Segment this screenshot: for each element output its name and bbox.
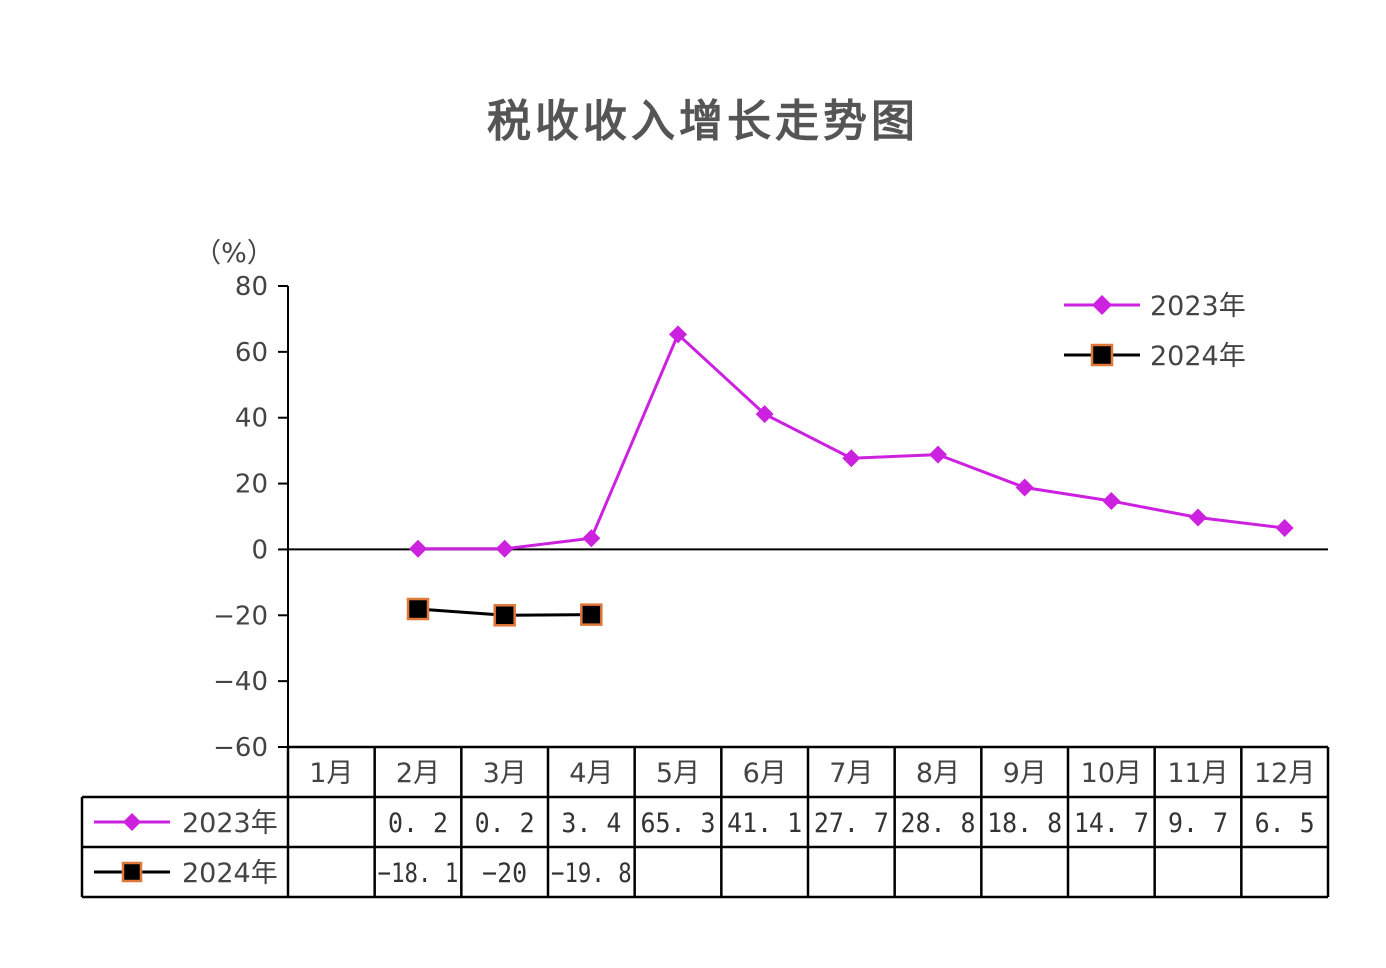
data-point [493, 604, 516, 627]
data-point [1015, 478, 1034, 497]
data-point [842, 449, 861, 468]
y-tick-label: 80 [235, 272, 268, 302]
table-cell: 28. 8 [901, 808, 976, 839]
category-label: 12月 [1254, 758, 1315, 789]
category-label: 9月 [1003, 758, 1047, 789]
series-1 [406, 597, 603, 627]
category-label: 3月 [483, 758, 527, 789]
category-label: 1月 [309, 758, 353, 789]
plot-area [406, 325, 1294, 627]
y-tick-label: −40 [213, 667, 268, 697]
table-cell: −18. 1 [378, 858, 459, 889]
row-series-label: 2023年 [182, 808, 278, 839]
y-tick-label: 0 [251, 535, 268, 565]
table-cell: 0. 2 [475, 808, 535, 839]
y-tick-label: 20 [235, 470, 268, 500]
data-point [409, 539, 427, 558]
table-cell: 9. 7 [1168, 808, 1228, 839]
data-point [580, 603, 603, 626]
table-cell: 65. 3 [641, 808, 716, 839]
row-legend-marker [121, 861, 143, 883]
legend-label: 2023年 [1150, 291, 1246, 322]
category-label: 11月 [1167, 758, 1228, 789]
row-series-label: 2024年 [182, 858, 278, 889]
category-label: 2月 [396, 758, 440, 789]
data-point [1189, 508, 1207, 527]
legend-label: 2024年 [1150, 341, 1246, 372]
axes: 80 60 40 20 0 −20 −40 −60 [213, 272, 1328, 763]
legend: 2023年 2024年 [1064, 291, 1246, 372]
table-cell: 41. 1 [727, 808, 802, 839]
table-cell: 27. 7 [814, 808, 889, 839]
y-tick-label: 60 [235, 338, 268, 368]
table-cell: −20 [482, 858, 527, 889]
data-table: 1月 2月 3月 4月 5月 6月 7月 8月 9月 10月 11月 12月 2023年 0. 2 0. 2… [80, 745, 1330, 899]
category-label: 6月 [743, 758, 787, 789]
y-tick-label: −20 [213, 601, 268, 631]
category-label: 5月 [656, 758, 700, 789]
table-cell: 3. 4 [561, 808, 621, 839]
data-point [929, 445, 947, 464]
table-cell: 18. 8 [987, 808, 1062, 839]
category-label: 7月 [829, 758, 873, 789]
y-tick-label: 40 [235, 404, 268, 434]
data-point [406, 597, 430, 621]
data-point [1275, 519, 1294, 538]
category-label: 4月 [569, 758, 613, 789]
legend-entry: 2024年 [1064, 341, 1246, 372]
data-point [1102, 492, 1121, 511]
chart-title: 税收收入增长走势图 [487, 96, 919, 147]
table-row: 2024年 −18. 1 −20 −19. 8 [94, 858, 632, 889]
table-cell: −19. 8 [551, 858, 632, 889]
row-legend-marker [123, 813, 141, 831]
category-label: 8月 [916, 758, 960, 789]
series-0 [409, 325, 1294, 558]
data-point [582, 529, 601, 548]
y-tick-label: −60 [213, 733, 268, 763]
table-row: 2023年 0. 2 0. 2 3. 4 65. 3 41. 1 27. 7 28. 8 18.… [94, 808, 1315, 839]
data-point [755, 405, 774, 424]
table-cell: 6. 5 [1255, 808, 1315, 839]
table-cell: 0. 2 [388, 808, 448, 839]
data-point [495, 539, 514, 558]
legend-marker [1092, 295, 1112, 315]
category-label: 10月 [1081, 758, 1142, 789]
legend-marker [1090, 343, 1114, 367]
data-point [669, 325, 687, 344]
legend-entry: 2023年 [1064, 291, 1246, 322]
table-cell: 14. 7 [1074, 808, 1149, 839]
y-axis-unit-label: （%） [194, 238, 274, 269]
